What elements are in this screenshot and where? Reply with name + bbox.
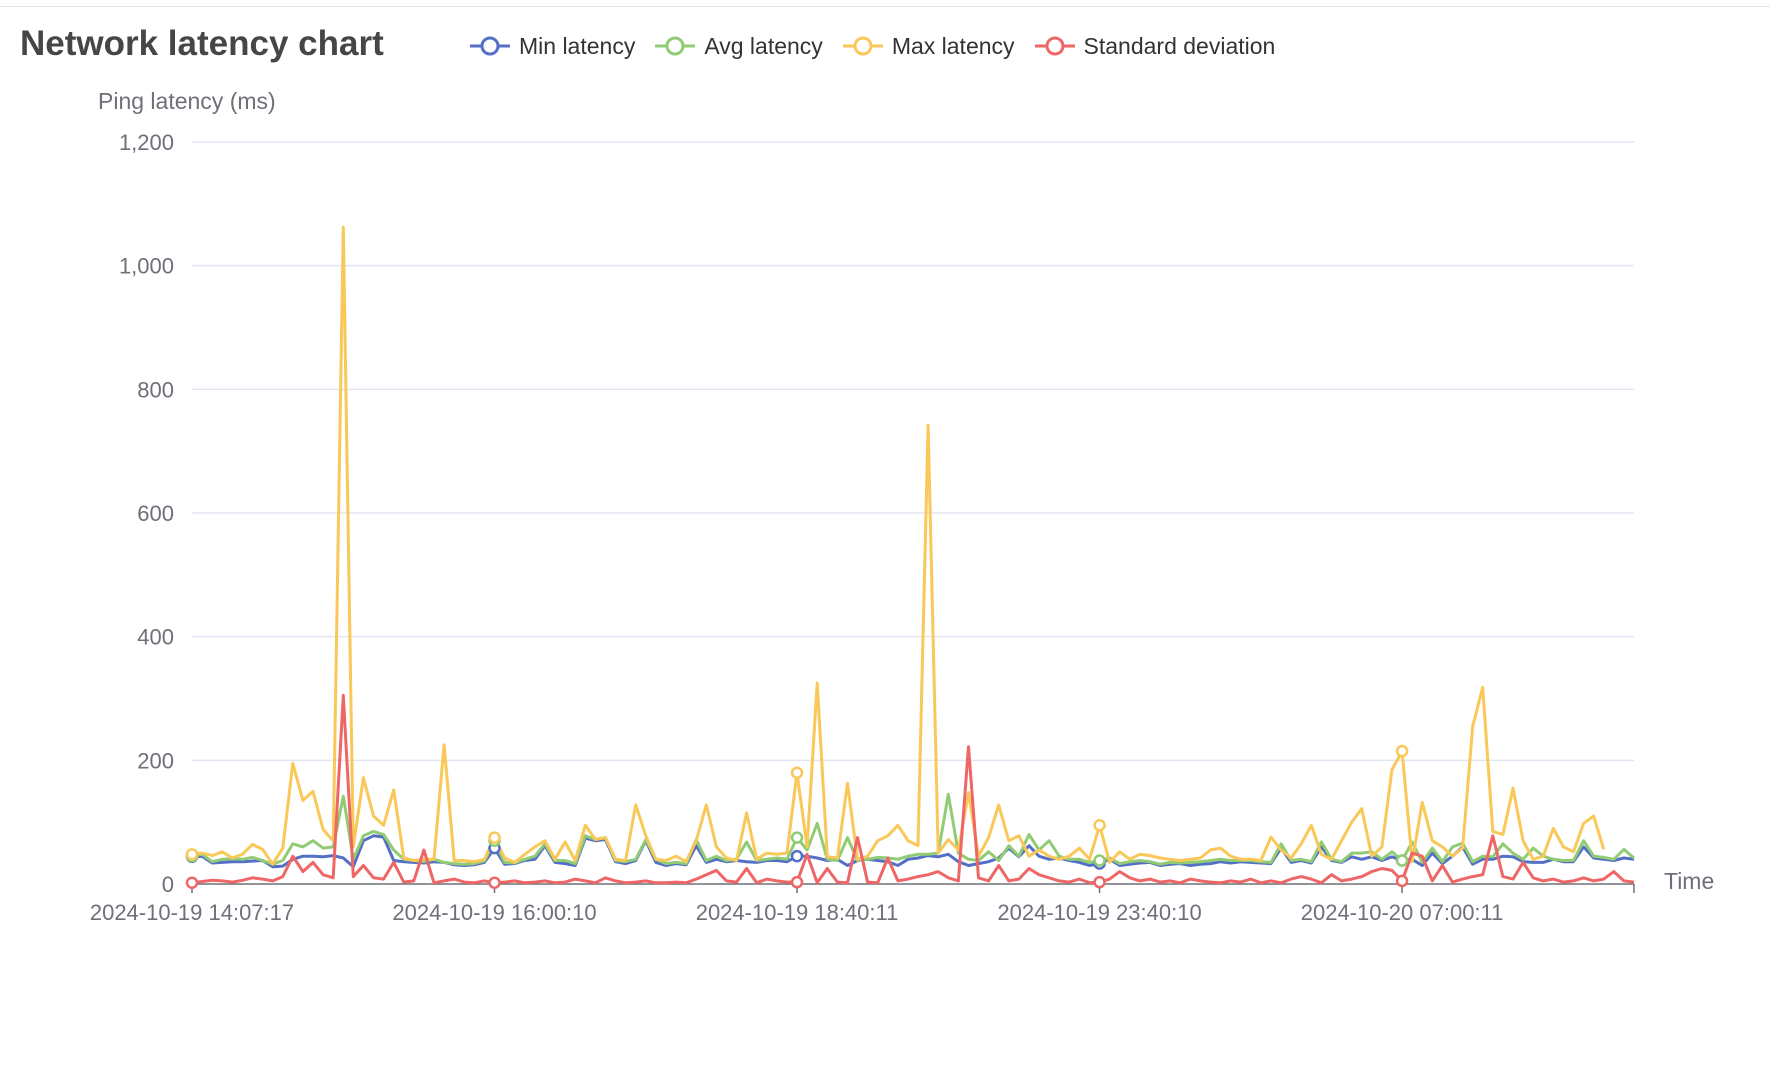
legend-item-max-latency[interactable]: Max latency (842, 32, 1015, 60)
legend-label: Standard deviation (1083, 32, 1276, 59)
y-tick-label: 200 (137, 748, 174, 773)
y-tick-label: 1,200 (119, 130, 174, 155)
data-point-max-latency (1093, 819, 1106, 832)
legend-item-standard-deviation[interactable]: Standard deviation (1034, 32, 1276, 60)
data-point-max-latency (790, 766, 804, 779)
y-tick-label: 0 (162, 872, 174, 897)
x-tick-label: 2024-10-19 16:00:10 (392, 900, 596, 925)
data-point-max-latency (488, 831, 501, 844)
legend-marker-icon (1034, 36, 1075, 56)
legend-marker-icon (655, 36, 696, 56)
legend-marker-icon (842, 36, 883, 56)
data-point-standard-deviation (488, 876, 501, 890)
x-tick-label: 2024-10-19 14:07:17 (90, 900, 294, 925)
data-point-min-latency (790, 849, 804, 863)
data-point-avg-latency (1093, 854, 1106, 867)
legend-item-avg-latency[interactable]: Avg latency (655, 32, 823, 60)
data-point-avg-latency (790, 831, 804, 844)
x-tick-label: 2024-10-20 07:00:11 (1301, 900, 1504, 925)
series-line-standard-deviation (191, 693, 1635, 885)
series-line-max-latency (191, 225, 1606, 866)
data-point-max-latency (1395, 744, 1409, 758)
data-point-standard-deviation (1093, 875, 1106, 889)
x-tick-label: 2024-10-19 23:40:10 (997, 900, 1201, 925)
x-tick-label: 2024-10-19 18:40:11 (696, 900, 899, 925)
series-line-min-latency (191, 834, 1635, 869)
chart-title: Network latency chart (20, 24, 384, 63)
y-tick-label: 800 (137, 377, 174, 402)
y-tick-label: 400 (137, 625, 174, 650)
y-tick-label: 600 (137, 501, 174, 526)
legend-label: Min latency (519, 32, 636, 59)
legend: Min latency Avg latency Max latency Stan… (470, 30, 1295, 62)
data-point-standard-deviation (185, 876, 199, 890)
data-point-standard-deviation (790, 875, 804, 889)
x-axis-name: Time (1664, 868, 1715, 894)
top-border (0, 6, 1770, 7)
legend-marker-icon (470, 36, 510, 56)
legend-label: Max latency (891, 32, 1015, 59)
legend-item-min-latency[interactable]: Min latency (470, 33, 635, 60)
data-point-max-latency (185, 848, 199, 861)
legend-label: Avg latency (704, 32, 823, 59)
y-axis-label: Ping latency (ms) (98, 88, 276, 114)
data-point-standard-deviation (1395, 874, 1409, 888)
y-tick-label: 1,000 (119, 254, 174, 279)
data-point-avg-latency (1395, 854, 1409, 867)
